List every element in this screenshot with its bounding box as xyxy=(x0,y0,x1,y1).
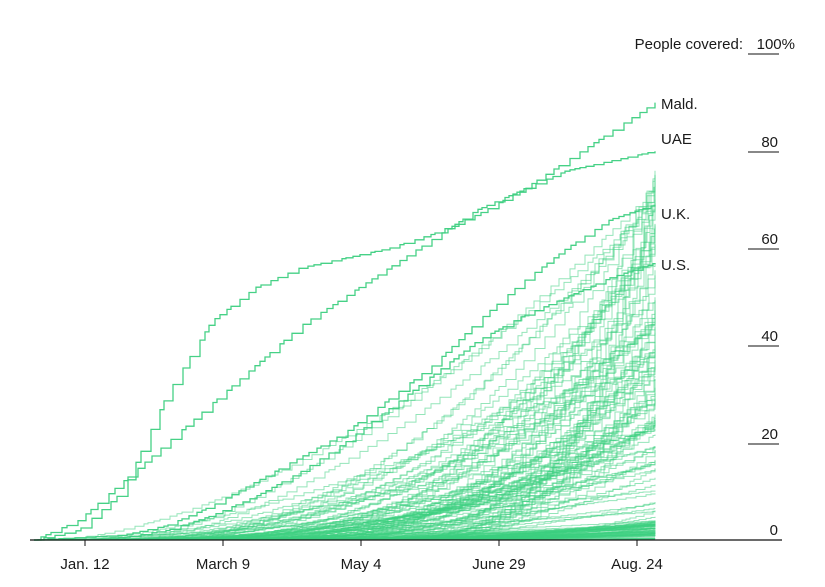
series-line xyxy=(34,209,656,541)
series-label-us: U.S. xyxy=(661,257,690,274)
series-lines xyxy=(34,102,656,541)
series-label-uk: U.K. xyxy=(661,206,690,223)
series-line xyxy=(34,187,656,541)
x-tick-label: March 9 xyxy=(196,556,250,573)
series-line xyxy=(34,490,656,541)
x-tick-label: Aug. 24 xyxy=(611,556,663,573)
series-line xyxy=(34,493,656,541)
series-line-us xyxy=(34,262,656,541)
series-line xyxy=(34,301,656,541)
y-axis-prefix-label: People covered: xyxy=(635,36,743,53)
series-line xyxy=(34,270,656,541)
y-axis-labels: People covered: 100% 80 60 40 20 0 xyxy=(635,36,795,539)
series-line xyxy=(34,428,656,541)
series-line-mald xyxy=(34,102,656,541)
x-axis-ticks: Jan. 12 March 9 May 4 June 29 Aug. 24 xyxy=(60,540,663,573)
series-callouts: Mald. UAE U.K. U.S. xyxy=(661,96,698,274)
series-label-uae: UAE xyxy=(661,131,692,148)
series-line-uk xyxy=(34,204,656,541)
y-tick-label-100: 100% xyxy=(757,36,795,53)
y-tick-label-60: 60 xyxy=(761,231,778,248)
series-line xyxy=(34,263,656,541)
series-line-uae xyxy=(34,151,656,541)
series-label-maldives: Mald. xyxy=(661,96,698,113)
y-tick-label-20: 20 xyxy=(761,426,778,443)
series-line xyxy=(34,203,656,541)
y-tick-label-80: 80 xyxy=(761,134,778,151)
x-tick-label: June 29 xyxy=(472,556,525,573)
x-tick-label: May 4 xyxy=(341,556,382,573)
y-tick-label-40: 40 xyxy=(761,328,778,345)
y-tick-label-0: 0 xyxy=(770,522,778,539)
series-line xyxy=(34,434,656,541)
x-tick-label: Jan. 12 xyxy=(60,556,109,573)
